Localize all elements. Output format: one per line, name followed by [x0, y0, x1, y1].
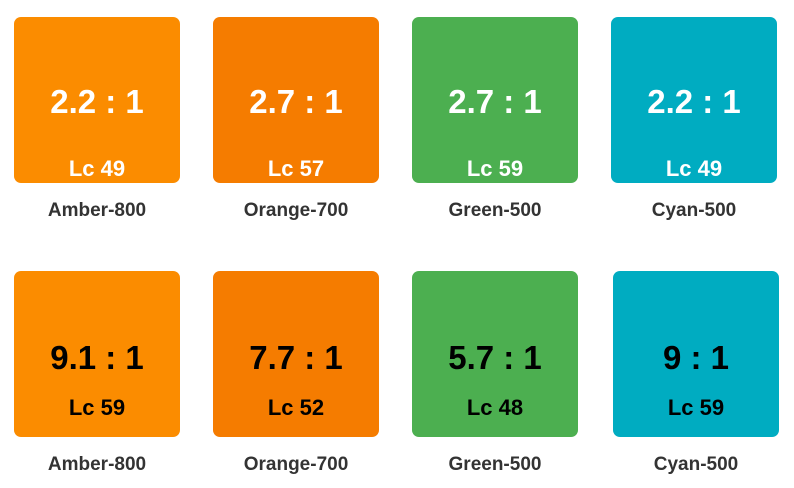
swatch-card-amber-800-dark-text: 9.1 : 1 Lc 59 [14, 271, 180, 437]
contrast-ratio: 2.7 : 1 [249, 83, 343, 120]
swatch-label: Green-500 [448, 200, 542, 221]
swatch-label: Cyan-500 [651, 200, 737, 221]
swatch-label: Orange-700 [243, 454, 349, 475]
swatch-card-orange-700-light-text: 2.7 : 1 Lc 57 [213, 17, 379, 183]
contrast-ratio: 2.7 : 1 [448, 83, 542, 120]
swatch-card-green-500-light-text: 2.7 : 1 Lc 59 [412, 17, 578, 183]
contrast-ratio: 9 : 1 [662, 339, 730, 376]
swatch-label: Green-500 [448, 454, 542, 475]
swatch-label: Orange-700 [243, 200, 349, 221]
contrast-ratio: 5.7 : 1 [448, 339, 542, 376]
lightness-contrast: Lc 59 [667, 395, 725, 420]
lightness-contrast: Lc 59 [68, 395, 126, 420]
contrast-ratio: 9.1 : 1 [50, 339, 144, 376]
swatch-card-cyan-500-dark-text: 9 : 1 Lc 59 [613, 271, 779, 437]
lightness-contrast: Lc 52 [267, 395, 325, 420]
swatch-card-cyan-500-light-text: 2.2 : 1 Lc 49 [611, 17, 777, 183]
swatch-card-orange-700-dark-text: 7.7 : 1 Lc 52 [213, 271, 379, 437]
contrast-ratio: 2.2 : 1 [647, 83, 741, 120]
lightness-contrast: Lc 48 [466, 395, 524, 420]
lightness-contrast: Lc 57 [267, 156, 325, 181]
swatch-label: Amber-800 [47, 454, 147, 475]
swatch-card-green-500-dark-text: 5.7 : 1 Lc 48 [412, 271, 578, 437]
swatch-label: Amber-800 [47, 200, 147, 221]
lightness-contrast: Lc 49 [665, 156, 723, 181]
contrast-ratio: 2.2 : 1 [50, 83, 144, 120]
lightness-contrast: Lc 49 [68, 156, 126, 181]
contrast-ratio: 7.7 : 1 [249, 339, 343, 376]
swatch-card-amber-800-light-text: 2.2 : 1 Lc 49 [14, 17, 180, 183]
lightness-contrast: Lc 59 [466, 156, 524, 181]
swatch-label: Cyan-500 [653, 454, 739, 475]
